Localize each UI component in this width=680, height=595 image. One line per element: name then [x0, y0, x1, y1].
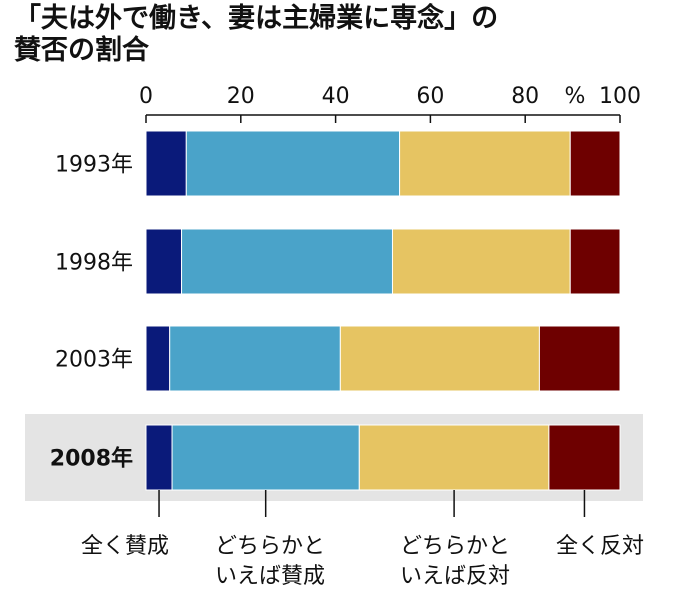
x-tick-label: 0: [139, 84, 153, 109]
bar-segment: [145, 424, 173, 491]
category-label: 1993年: [55, 153, 133, 178]
x-tick-label: 20: [227, 84, 255, 109]
bar-segment: [171, 424, 360, 491]
bar-segment: [145, 325, 171, 392]
legend-label: どちらかと: [400, 534, 510, 559]
x-tick-label: 80: [511, 84, 539, 109]
bar-segment: [145, 130, 187, 197]
bar-segment: [569, 228, 621, 295]
bar-segment: [185, 130, 401, 197]
unit-label: %: [565, 84, 586, 109]
chart-title-line2: 賛否の割合: [14, 35, 149, 66]
x-tick-label: 100: [599, 84, 641, 109]
legend-label: 全く賛成: [81, 534, 169, 559]
category-label: 2003年: [55, 348, 133, 373]
bar-segment: [569, 130, 621, 197]
bar-segment: [145, 228, 183, 295]
x-tick-label: 60: [416, 84, 444, 109]
chart-title-line1: 「夫は外で働き、妻は主婦業に専念」の: [14, 3, 499, 34]
bar-segment: [181, 228, 393, 295]
bar-segment: [538, 325, 621, 392]
legend-label: 全く反対: [556, 534, 644, 559]
legend-label: どちらかと: [215, 534, 325, 559]
bar-segment: [391, 228, 571, 295]
legend-label: いえば反対: [400, 564, 510, 589]
x-tick-label: 40: [322, 84, 350, 109]
bar-segment: [169, 325, 341, 392]
bar-segment: [339, 325, 540, 392]
category-label: 1998年: [55, 251, 133, 276]
bar-segment: [548, 424, 621, 491]
legend-label: いえば賛成: [215, 564, 325, 589]
category-label: 2008年: [50, 446, 133, 472]
bar-segment: [399, 130, 571, 197]
bar-segment: [358, 424, 550, 491]
